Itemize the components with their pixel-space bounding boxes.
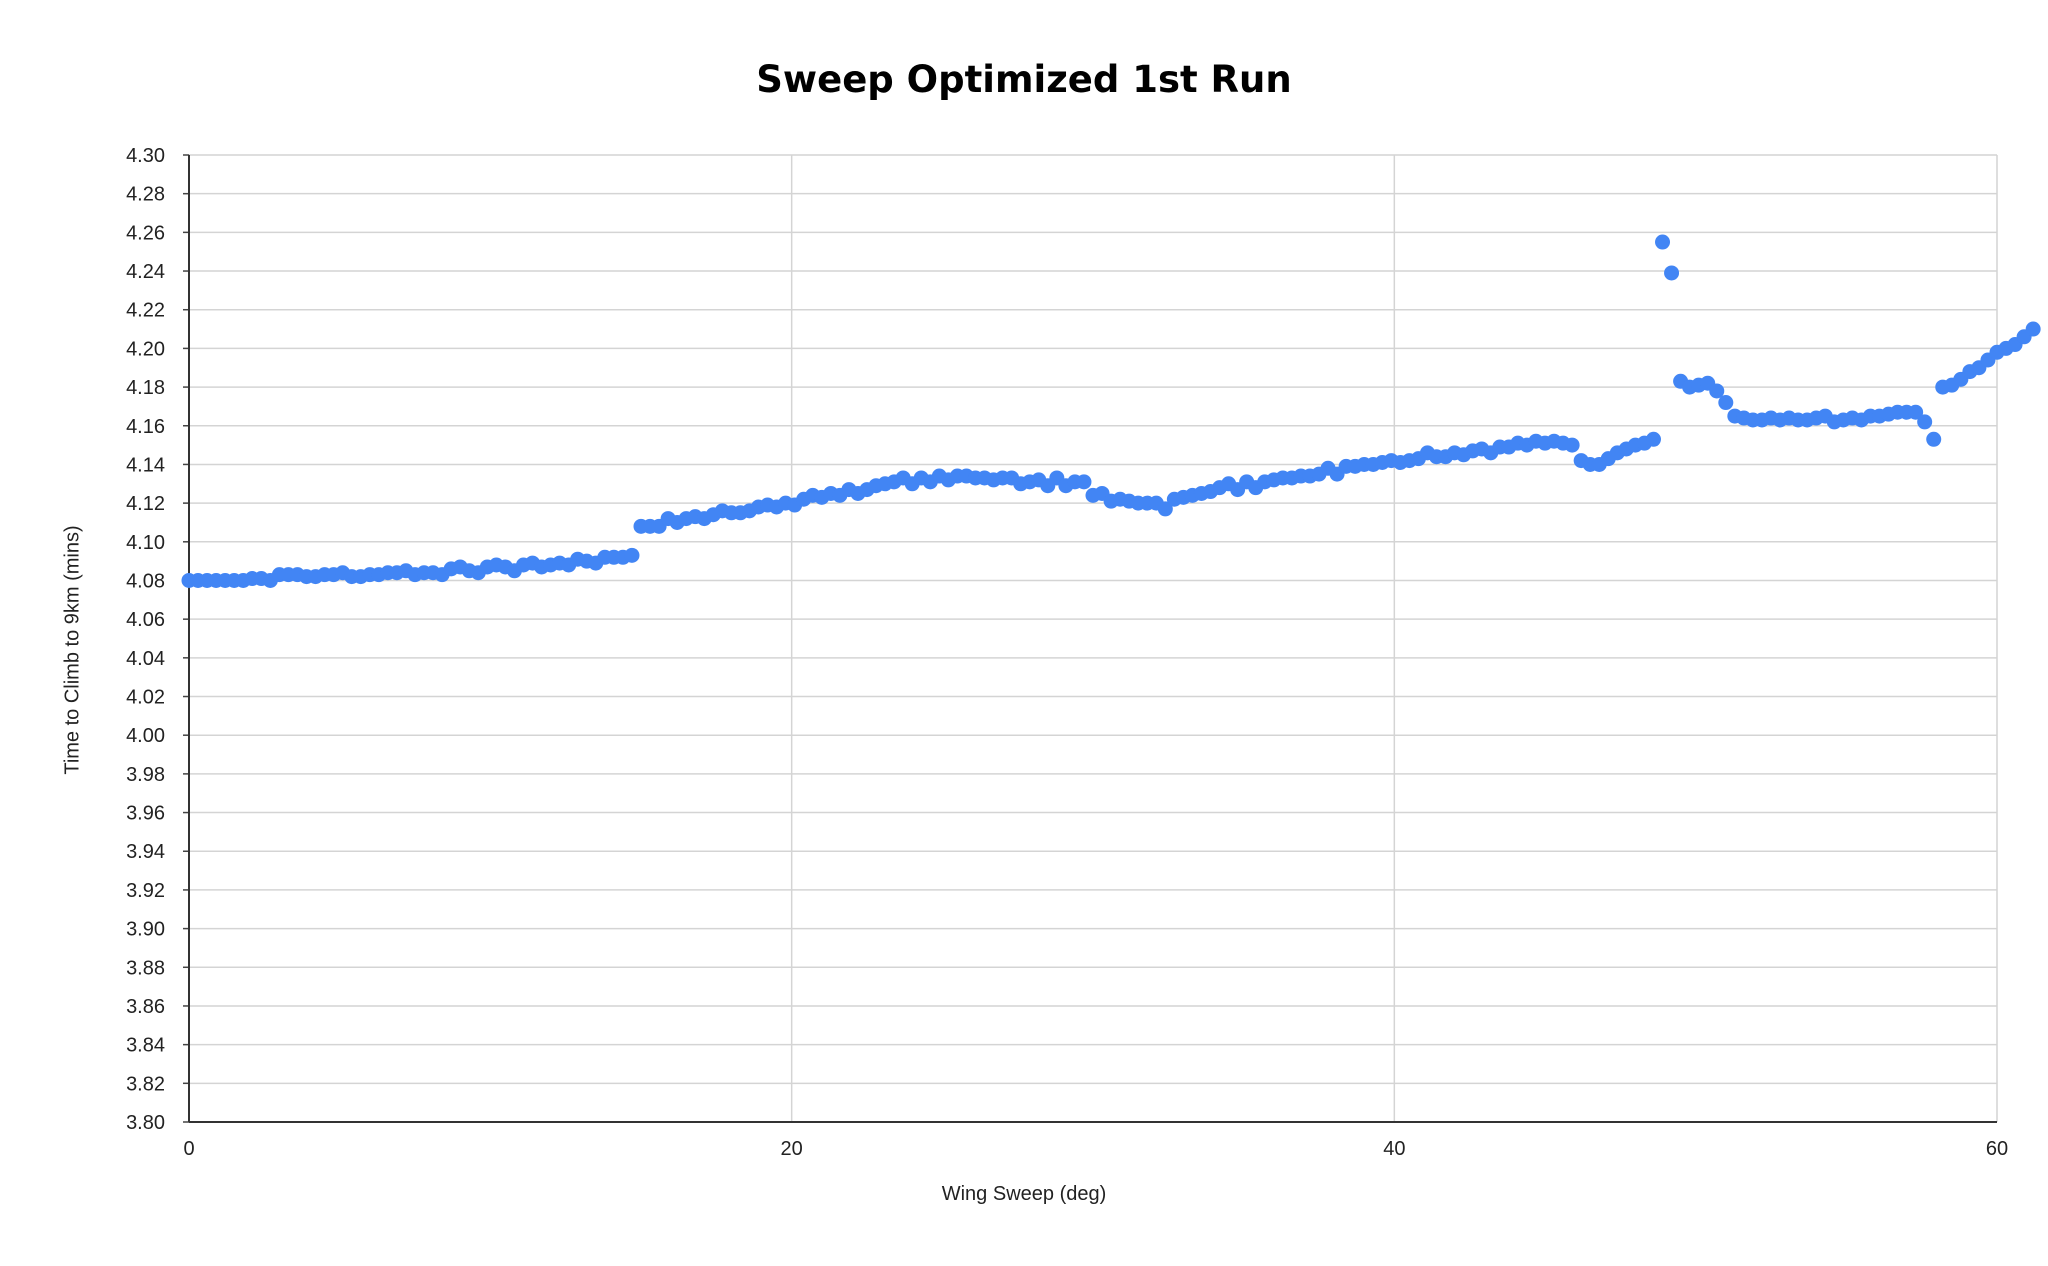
y-tick-label: 3.94 xyxy=(126,841,165,863)
data-point xyxy=(624,547,640,563)
data-point xyxy=(1645,431,1661,447)
y-tick-label: 3.80 xyxy=(126,1112,165,1134)
y-tick-label: 4.28 xyxy=(126,184,165,206)
data-point xyxy=(1664,265,1680,281)
y-tick-label: 3.82 xyxy=(126,1073,165,1095)
data-point xyxy=(2025,321,2041,337)
data-point xyxy=(1564,437,1580,453)
data-point xyxy=(1076,474,1092,490)
data-point xyxy=(1655,234,1671,250)
y-tick-label: 4.08 xyxy=(126,570,165,592)
data-point xyxy=(1908,404,1924,420)
x-axis-label: Wing Sweep (deg) xyxy=(941,1183,1107,1205)
y-tick-label: 3.90 xyxy=(126,919,165,941)
y-tick-label: 4.16 xyxy=(126,416,165,438)
y-tick-label: 4.04 xyxy=(126,648,165,670)
x-tick-label: 20 xyxy=(781,1138,803,1160)
y-tick-label: 4.26 xyxy=(126,222,165,244)
y-tick-label: 4.18 xyxy=(126,377,165,399)
y-tick-label: 3.86 xyxy=(126,996,165,1018)
y-tick-label: 4.12 xyxy=(126,493,165,515)
data-point xyxy=(1709,383,1725,399)
y-tick-label: 4.20 xyxy=(126,338,165,360)
y-tick-label: 3.88 xyxy=(126,957,165,979)
y-tick-label: 3.96 xyxy=(126,803,165,825)
gridlines xyxy=(188,154,1998,1123)
y-tick-label: 4.30 xyxy=(126,145,165,167)
x-tick-label: 0 xyxy=(183,1138,194,1160)
axes xyxy=(183,154,1997,1123)
y-tick-label: 4.10 xyxy=(126,532,165,554)
y-tick-label: 4.24 xyxy=(126,261,165,283)
y-tick-label: 3.84 xyxy=(126,1035,165,1057)
tick-labels: 3.80 3.82 3.84 3.86 3.88 3.90 3.92 3.94 3.96 3.98… xyxy=(126,145,2008,1160)
y-tick-label: 4.06 xyxy=(126,609,165,631)
x-tick-label: 40 xyxy=(1383,1138,1405,1160)
data-point xyxy=(1917,414,1933,430)
y-tick-label: 4.22 xyxy=(126,300,165,322)
data-point xyxy=(1926,431,1942,447)
y-axis-label: Time to Climb to 9km (mins) xyxy=(61,525,84,775)
x-tick-label: 60 xyxy=(1986,1138,2008,1160)
y-tick-label: 4.00 xyxy=(126,725,165,747)
data-point xyxy=(1718,395,1734,411)
y-tick-label: 3.98 xyxy=(126,764,165,786)
y-tick-label: 3.92 xyxy=(126,880,165,902)
data-series xyxy=(181,234,2041,588)
y-tick-label: 4.14 xyxy=(126,454,165,476)
chart-title: Sweep Optimized 1st Run xyxy=(756,58,1292,101)
y-tick-label: 4.02 xyxy=(126,687,165,709)
data-point xyxy=(1157,501,1173,517)
